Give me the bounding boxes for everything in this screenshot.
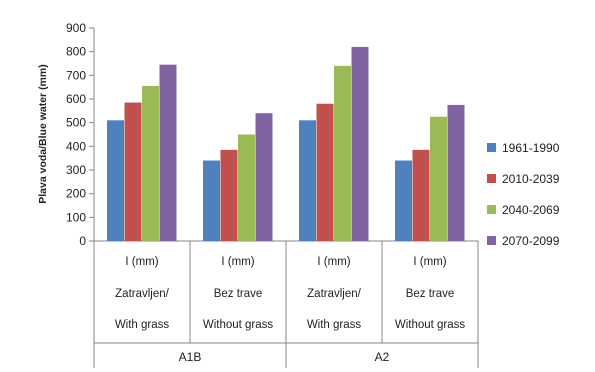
x-group-label: A2: [375, 350, 390, 364]
x-tick-label-line3: With grass: [115, 319, 170, 331]
y-tick-label: 300: [66, 163, 86, 177]
y-tick-label: 700: [66, 68, 86, 82]
bar-2040-2069-cat4: [430, 116, 447, 241]
y-tick-label: 500: [66, 116, 86, 130]
bar-2010-2039-cat4: [412, 149, 430, 241]
bar-1961-1990-cat3: [299, 120, 316, 241]
y-tick-label: 200: [66, 187, 86, 201]
legend-swatch: [487, 174, 496, 183]
legend-entry: 2070-2099: [502, 234, 560, 248]
x-tick-label-line2: Bez trave: [406, 288, 455, 300]
x-tick-label-line1: I (mm): [221, 256, 254, 268]
y-tick-label: 100: [66, 210, 86, 224]
y-tick-label: 0: [79, 234, 86, 248]
legend-swatch: [487, 143, 496, 152]
legend-swatch: [487, 236, 496, 245]
x-tick-label-line1: I (mm): [125, 256, 158, 268]
bar-2040-2069-cat2: [238, 134, 255, 241]
x-tick-label-line3: Without grass: [203, 319, 274, 331]
legend-entry: 2010-2039: [502, 172, 560, 186]
bar-1961-1990-cat2: [203, 160, 220, 241]
bar-2010-2039-cat1: [124, 102, 142, 241]
y-tick-label: 900: [66, 21, 86, 35]
y-tick-label: 400: [66, 139, 86, 153]
x-tick-label-line1: I (mm): [413, 256, 446, 268]
legend: 1961-1990 2010-2039 2040-2069 2070-2099: [487, 141, 560, 248]
legend-entry: 2040-2069: [502, 203, 560, 217]
bar-1961-1990-cat1: [107, 120, 124, 241]
bar-2070-2099-cat4: [447, 104, 465, 241]
bar-2070-2099-cat3: [351, 46, 369, 242]
x-tick-label-line2: Zatravljen/: [115, 288, 169, 300]
labels: 0 100 200 300 400 500 600 700 800 900 I (mm) Zatrav…: [66, 21, 465, 364]
bar-2040-2069-cat3: [334, 65, 351, 242]
bar-2040-2069-cat1: [142, 85, 159, 241]
bars: [107, 46, 465, 242]
y-tick-label: 800: [66, 45, 86, 59]
y-axis-label: Plava voda/Blue water (mm): [37, 64, 49, 203]
x-tick-label-line2: Zatravljen/: [307, 288, 361, 300]
y-tick-label: 600: [66, 92, 86, 106]
legend-swatch: [487, 205, 496, 214]
bar-2070-2099-cat2: [255, 113, 273, 241]
legend-entry: 1961-1990: [502, 141, 560, 155]
x-tick-label-line3: Without grass: [395, 319, 466, 331]
x-tick-label-line3: With grass: [307, 319, 362, 331]
bar-1961-1990-cat4: [395, 160, 412, 241]
bar-2010-2039-cat2: [220, 149, 238, 241]
x-group-label: A1B: [179, 350, 202, 364]
bar-2070-2099-cat1: [159, 64, 177, 242]
bar-2010-2039-cat3: [316, 103, 334, 241]
x-tick-label-line2: Bez trave: [214, 288, 263, 300]
x-tick-label-line1: I (mm): [317, 256, 350, 268]
